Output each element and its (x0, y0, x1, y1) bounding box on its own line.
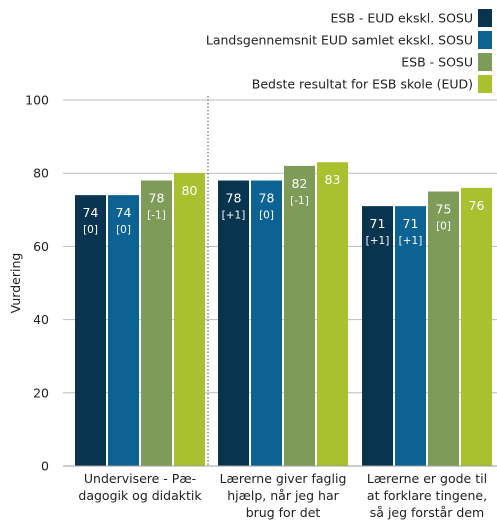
y-tick-label: 20 (33, 385, 49, 400)
bar (428, 191, 459, 466)
bar (75, 195, 106, 466)
y-tick-label: 100 (25, 93, 49, 108)
legend-label: ESB - EUD ekskl. SOSU (331, 11, 473, 26)
bar-value-label: 78 (226, 191, 242, 206)
bar (251, 180, 282, 466)
legend: ESB - EUD ekskl. SOSU Landsgennemsnit EUD… (206, 9, 492, 93)
bar-change-label: [+1] (222, 210, 246, 222)
bar-value-label: 78 (259, 191, 275, 206)
bar (317, 162, 348, 466)
bar-value-label: 76 (469, 198, 485, 213)
legend-swatch (478, 9, 492, 27)
bar-change-label: [0] (259, 210, 274, 222)
bar (108, 195, 139, 466)
bar-value-label: 74 (116, 205, 132, 220)
bar-value-label: 82 (292, 176, 308, 191)
bar-value-label: 74 (83, 205, 99, 220)
legend-label: ESB - SOSU (401, 55, 473, 70)
bars: 74 [0] 78 [+1] 71 [+1] 74 [0] 78 [0] 71 [+1] 78 [-1] 8… (75, 162, 492, 466)
bar-change-label: [-1] (147, 210, 166, 222)
legend-swatch (478, 31, 492, 49)
bar-value-label: 71 (403, 216, 419, 231)
bar-value-label: 75 (436, 202, 452, 217)
category-label: Undervisere - Pæ-dagogik og didaktik (78, 471, 202, 503)
bar-value-label: 80 (182, 183, 198, 198)
bar-change-label: [+1] (399, 235, 423, 247)
bar (461, 187, 492, 466)
y-tick-label: 0 (41, 459, 49, 474)
legend-label: Bedste resultat for ESB skole (EUD) (252, 77, 473, 92)
y-tick-label: 80 (33, 166, 49, 181)
bar-value-label: 78 (149, 191, 165, 206)
bar (362, 206, 393, 466)
bar-change-label: [0] (116, 224, 131, 236)
bar (174, 173, 205, 466)
category-label: Lærerne giver faglig hjælp, når jeg har br… (220, 471, 347, 520)
y-axis-label: Vurdering (8, 253, 23, 314)
bar-change-label: [0] (436, 221, 451, 233)
y-tick-label: 40 (33, 312, 49, 327)
bar-change-label: [-1] (290, 195, 309, 207)
bar-value-label: 83 (325, 172, 341, 187)
bar (218, 180, 249, 466)
legend-swatch (478, 75, 492, 93)
bar (284, 165, 315, 466)
bar (395, 206, 426, 466)
legend-label: Landsgennemsnit EUD samlet ekskl. SOSU (206, 33, 473, 48)
bar (141, 180, 172, 466)
bar-value-label: 71 (370, 216, 386, 231)
legend-swatch (478, 53, 492, 71)
y-tick-label: 60 (33, 239, 49, 254)
category-label: Lærerne er gode til at forklare tingene, s… (367, 471, 487, 520)
bar-change-label: [0] (83, 224, 98, 236)
y-axis: 0 20 40 60 80 100 (25, 93, 49, 474)
x-axis: Undervisere - Pæ-dagogik og didaktik Lære… (63, 465, 497, 520)
bar-change-label: [+1] (366, 235, 390, 247)
